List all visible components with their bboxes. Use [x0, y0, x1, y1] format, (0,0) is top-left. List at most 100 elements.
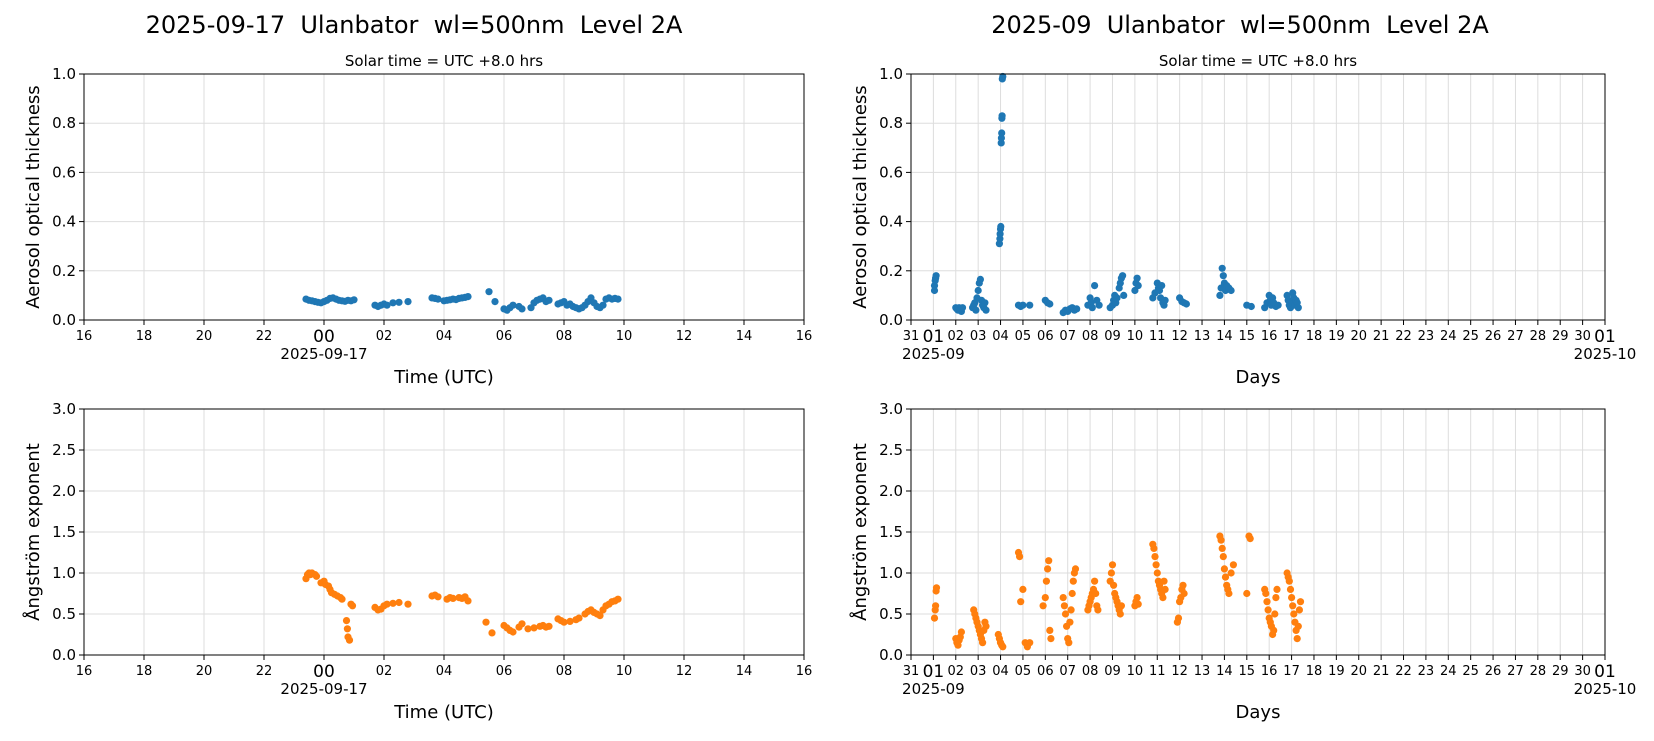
x-tick-label: 24 — [1440, 664, 1457, 679]
x-tick-label: 09 — [1104, 664, 1121, 679]
data-point — [932, 584, 941, 592]
data-point — [1247, 302, 1255, 311]
x-tick-label: 18 — [136, 329, 153, 344]
data-point — [1161, 585, 1169, 594]
data-point — [434, 593, 442, 601]
data-point — [383, 600, 391, 608]
data-point — [345, 636, 354, 644]
data-point — [957, 628, 966, 636]
data-point — [981, 299, 989, 307]
x-tick-label: 01 — [1594, 662, 1616, 682]
data-point — [1218, 264, 1226, 272]
y-tick-label: 1.0 — [52, 564, 76, 582]
data-point — [1262, 589, 1270, 598]
x-tick-label: 17 — [1283, 329, 1300, 344]
data-point — [449, 594, 457, 603]
x-tick-label: 22 — [256, 329, 273, 344]
data-point — [1151, 553, 1159, 561]
data-point — [1229, 561, 1237, 569]
data-point — [1044, 565, 1052, 573]
data-point — [395, 598, 403, 607]
data-point — [1150, 544, 1158, 553]
data-point — [1227, 569, 1235, 577]
x-tick-label: 04 — [436, 664, 453, 679]
y-tick-label: 0.0 — [879, 646, 903, 664]
data-point — [1182, 300, 1190, 308]
x-tick-label: 10 — [616, 664, 633, 679]
x-tick-label: 13 — [1194, 329, 1211, 344]
data-point — [1113, 294, 1121, 302]
data-point — [614, 295, 622, 303]
data-point — [530, 624, 538, 632]
x-tick-label: 30 — [1574, 329, 1591, 344]
data-point — [1272, 594, 1280, 602]
data-point — [404, 298, 412, 306]
x-tick-label: 18 — [1306, 664, 1323, 679]
x-tick-label: 16 — [1261, 664, 1278, 679]
x-tick-label: 12 — [1171, 329, 1188, 344]
x-tick-label: 12 — [676, 329, 693, 344]
data-point — [1045, 557, 1053, 565]
x-tick-label: 16 — [1261, 329, 1278, 344]
x-tick-label: 03 — [970, 329, 987, 344]
x-axis-label: Days — [1236, 702, 1281, 723]
x-tick-label: 12 — [676, 664, 693, 679]
y-tick-label: 0.8 — [879, 114, 903, 132]
x-tick-label: 05 — [1015, 664, 1032, 679]
x-tick-label: 02 — [376, 664, 393, 679]
x-tick-label: 22 — [256, 664, 273, 679]
data-point — [1047, 635, 1055, 643]
data-point — [1180, 589, 1188, 598]
data-point — [1059, 594, 1067, 602]
data-point — [1092, 589, 1100, 598]
chart-day_angstrom: 0.0 0.5 1.0 1.5 2.0 2.5 3.0 16 18 20 22 002025-09-1… — [22, 400, 812, 723]
right-figure-title: 2025-09 Ulanbator wl=500nm Level 2A — [991, 11, 1489, 39]
x-tick-label: 08 — [556, 329, 573, 344]
x-tick-label: 09 — [1104, 329, 1121, 344]
y-tick-label: 1.0 — [879, 65, 903, 83]
data-point — [1120, 291, 1128, 299]
data-point — [1227, 286, 1235, 295]
data-point — [348, 602, 357, 610]
x-tick-label: 15 — [1239, 664, 1256, 679]
x-month-label-end: 2025-10 — [1574, 345, 1637, 363]
data-point — [343, 625, 351, 633]
x-tick-label: 11 — [1149, 329, 1166, 344]
data-point — [464, 293, 472, 301]
x-tick-label: 08 — [1082, 329, 1099, 344]
x-tick-label: 08 — [556, 664, 573, 679]
x-tick-label: 02 — [948, 329, 965, 344]
x-tick-label: 06 — [1037, 329, 1054, 344]
data-point — [1174, 614, 1183, 622]
data-point — [1296, 598, 1305, 606]
data-point — [1286, 585, 1295, 594]
data-point — [1294, 304, 1302, 312]
data-point — [1107, 569, 1115, 577]
x-tick-label: 13 — [1194, 664, 1211, 679]
data-point — [998, 112, 1006, 120]
y-axis-label: Aerosol optical thickness — [850, 85, 871, 308]
data-point — [1218, 544, 1226, 553]
x-tick-label: 20 — [196, 664, 213, 679]
x-tick-label: 20 — [1350, 329, 1367, 344]
data-point — [1293, 635, 1301, 643]
data-point — [1288, 594, 1296, 602]
data-point — [509, 301, 517, 309]
data-point — [1071, 565, 1080, 573]
data-point — [1046, 300, 1054, 308]
x-tick-label: 02 — [376, 329, 393, 344]
data-point — [976, 275, 985, 283]
y-tick-label: 3.0 — [879, 400, 903, 418]
x-tick-label: 01 — [923, 662, 945, 682]
x-tick-label: 17 — [1283, 664, 1300, 679]
x-tick-label: 31 — [903, 664, 920, 679]
data-point — [999, 72, 1007, 81]
x-month-label-start: 2025-09 — [902, 680, 965, 698]
x-tick-label: 12 — [1171, 664, 1188, 679]
data-point — [1134, 282, 1142, 290]
data-point — [1220, 565, 1228, 573]
data-point — [1066, 618, 1074, 626]
y-tick-label: 2.0 — [52, 482, 76, 500]
data-point — [1088, 304, 1096, 312]
